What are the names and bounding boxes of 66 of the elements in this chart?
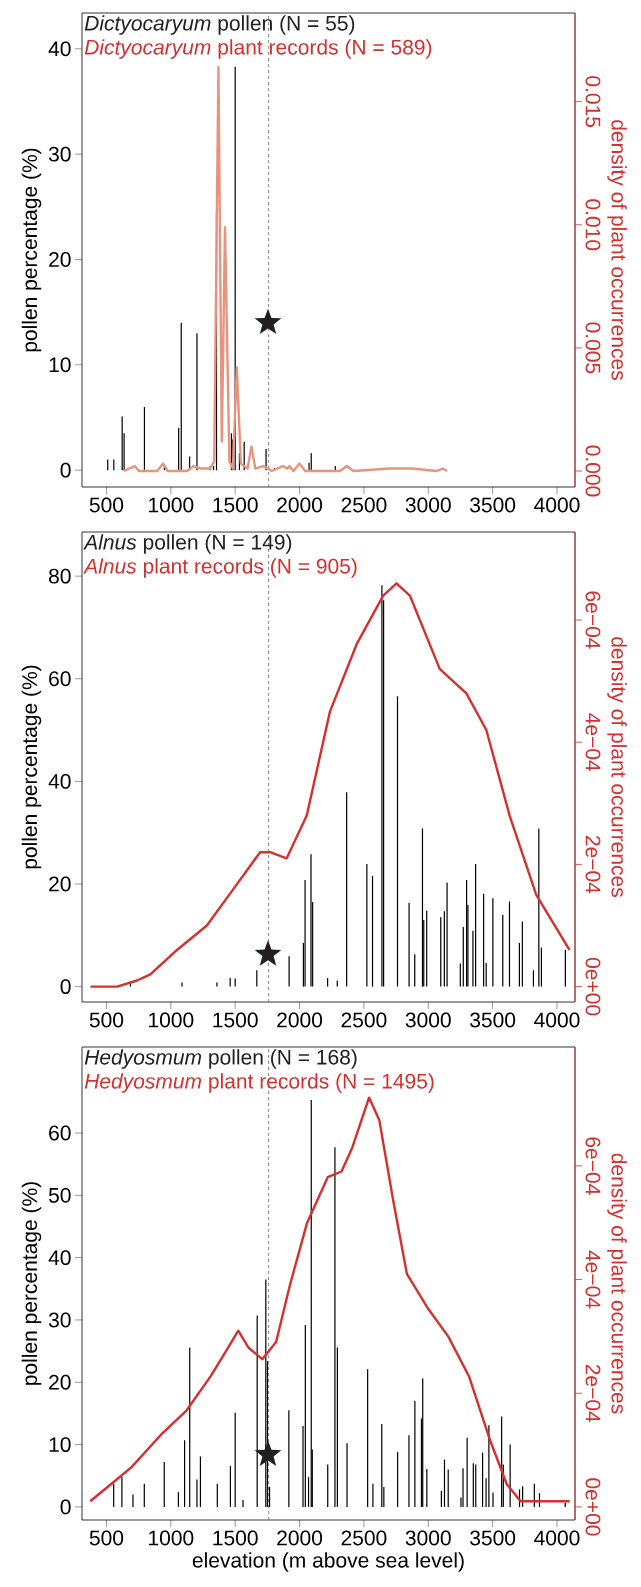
y-tick-label: 40 (48, 41, 71, 57)
chart-title: Dictyocaryum pollen (N = 55) (84, 15, 355, 35)
x-tick-label: 1000 (149, 1012, 194, 1028)
x-tick-label: 2500 (341, 1530, 387, 1546)
x-tick-label: 2500 (341, 1012, 387, 1028)
x-tick-label: 2000 (277, 1530, 323, 1546)
y-tick-label: 30 (48, 1312, 71, 1328)
y-tick-label: 60 (49, 1125, 71, 1141)
text: Dictyocaryum plant records (N = 589) (84, 39, 432, 59)
y-axis-title: pollen percentage (%) (21, 665, 42, 869)
y2-tick-label: 0e+00 (585, 1478, 601, 1536)
y-tick-label: 10 (49, 357, 71, 373)
y-tick-label: 10 (49, 1437, 71, 1453)
x-tick-label: 1000 (149, 1530, 194, 1546)
chart-title: Hedyosmum pollen (N = 168) (84, 1049, 357, 1069)
x-tick-label: 2000 (277, 497, 323, 513)
y2-tick-label: 0.010 (585, 199, 601, 251)
x-tick-label: 2000 (277, 1012, 323, 1028)
x-tick-label: 3500 (470, 1530, 516, 1546)
x-tick-label: 2500 (341, 497, 387, 513)
x-axis-title: elevation (m above sea level) (192, 1552, 464, 1572)
x-tick-label: 3000 (405, 1012, 451, 1028)
y-tick-label: 0 (60, 1499, 71, 1515)
y-tick-label: 50 (48, 1187, 71, 1203)
x-tick-label: 4000 (534, 1530, 580, 1546)
text: Hedyosmum plant records (N = 1495) (84, 1073, 434, 1093)
y2-tick-label: 2e−04 (585, 1364, 601, 1423)
y-tick-label: 40 (48, 773, 71, 789)
y-axis-title: pollen percentage (%) (21, 148, 42, 352)
x-tick-label: 500 (89, 497, 124, 513)
y-axis-title: pollen percentage (%) (21, 1182, 42, 1385)
x-tick-label: 500 (89, 1012, 124, 1028)
y-tick-label: 60 (49, 671, 71, 687)
y2-tick-label: 0.005 (585, 322, 601, 374)
y2-axis-title: density of plant occurrences (607, 637, 627, 897)
x-tick-label: 3500 (470, 497, 516, 513)
y2-tick-label: 0e+00 (585, 957, 601, 1016)
x-tick-label: 1500 (213, 1530, 258, 1546)
x-tick-label: 4000 (534, 1012, 580, 1028)
y2-tick-label: 2e−04 (585, 835, 601, 894)
y2-tick-label: 0.015 (585, 76, 601, 128)
x-tick-label: 1500 (213, 497, 258, 513)
y2-tick-label: 0.000 (585, 445, 601, 497)
x-tick-label: 3000 (405, 1530, 451, 1546)
y-tick-label: 40 (48, 1250, 71, 1266)
y-tick-label: 0 (60, 462, 71, 478)
y2-axis-title: density of plant occurrences (607, 120, 627, 380)
y2-tick-label: 4e−04 (585, 1250, 601, 1309)
y2-axis-title: density of plant occurrences (607, 1153, 627, 1414)
x-tick-label: 3000 (405, 497, 451, 513)
y-tick-label: 20 (49, 876, 71, 892)
x-tick-label: 4000 (534, 497, 580, 513)
y-tick-label: 20 (49, 252, 71, 267)
x-tick-label: 1000 (149, 497, 194, 513)
y-tick-label: 0 (60, 979, 71, 995)
y-tick-label: 20 (49, 1374, 71, 1390)
y2-tick-label: 6e−04 (585, 1137, 601, 1195)
y-tick-label: 80 (49, 568, 71, 584)
x-tick-label: 1500 (213, 1012, 258, 1028)
y-tick-label: 30 (48, 146, 71, 162)
y2-tick-label: 6e−04 (585, 591, 601, 649)
x-tick-label: 500 (89, 1530, 124, 1546)
y2-tick-label: 4e−04 (585, 713, 601, 772)
text: Alnus plant records (N = 905) (83, 558, 357, 578)
chart-title: Alnus pollen (N = 149) (83, 534, 292, 554)
x-tick-label: 3500 (470, 1012, 516, 1028)
